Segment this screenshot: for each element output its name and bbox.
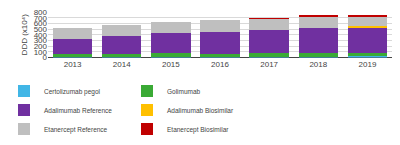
svg-text:Etanercept Biosimilar: Etanercept Biosimilar (167, 126, 229, 134)
svg-text:Adalimumab Biosimilar: Adalimumab Biosimilar (167, 107, 234, 114)
svg-text:DDD (x10⁴): DDD (x10⁴) (20, 14, 29, 56)
svg-text:2019: 2019 (359, 60, 377, 69)
svg-text:Golimumab: Golimumab (167, 88, 201, 95)
svg-text:200: 200 (34, 42, 48, 51)
svg-text:Etanercept Reference: Etanercept Reference (44, 126, 108, 134)
svg-text:2016: 2016 (211, 60, 229, 69)
svg-text:600: 600 (34, 19, 48, 28)
svg-text:Certolizumab pegol: Certolizumab pegol (44, 88, 101, 96)
svg-text:500: 500 (34, 25, 48, 34)
svg-text:700: 700 (34, 13, 48, 22)
svg-text:2018: 2018 (309, 60, 327, 69)
svg-text:400: 400 (34, 31, 48, 40)
svg-text:0: 0 (43, 53, 48, 62)
svg-text:2017: 2017 (260, 60, 278, 69)
svg-text:Adalimumab Reference: Adalimumab Reference (44, 107, 112, 114)
svg-text:2013: 2013 (64, 60, 82, 69)
svg-text:2015: 2015 (162, 60, 180, 69)
svg-text:800: 800 (34, 8, 48, 17)
svg-text:2014: 2014 (113, 60, 131, 69)
svg-text:300: 300 (34, 36, 48, 45)
svg-text:100: 100 (34, 48, 48, 57)
